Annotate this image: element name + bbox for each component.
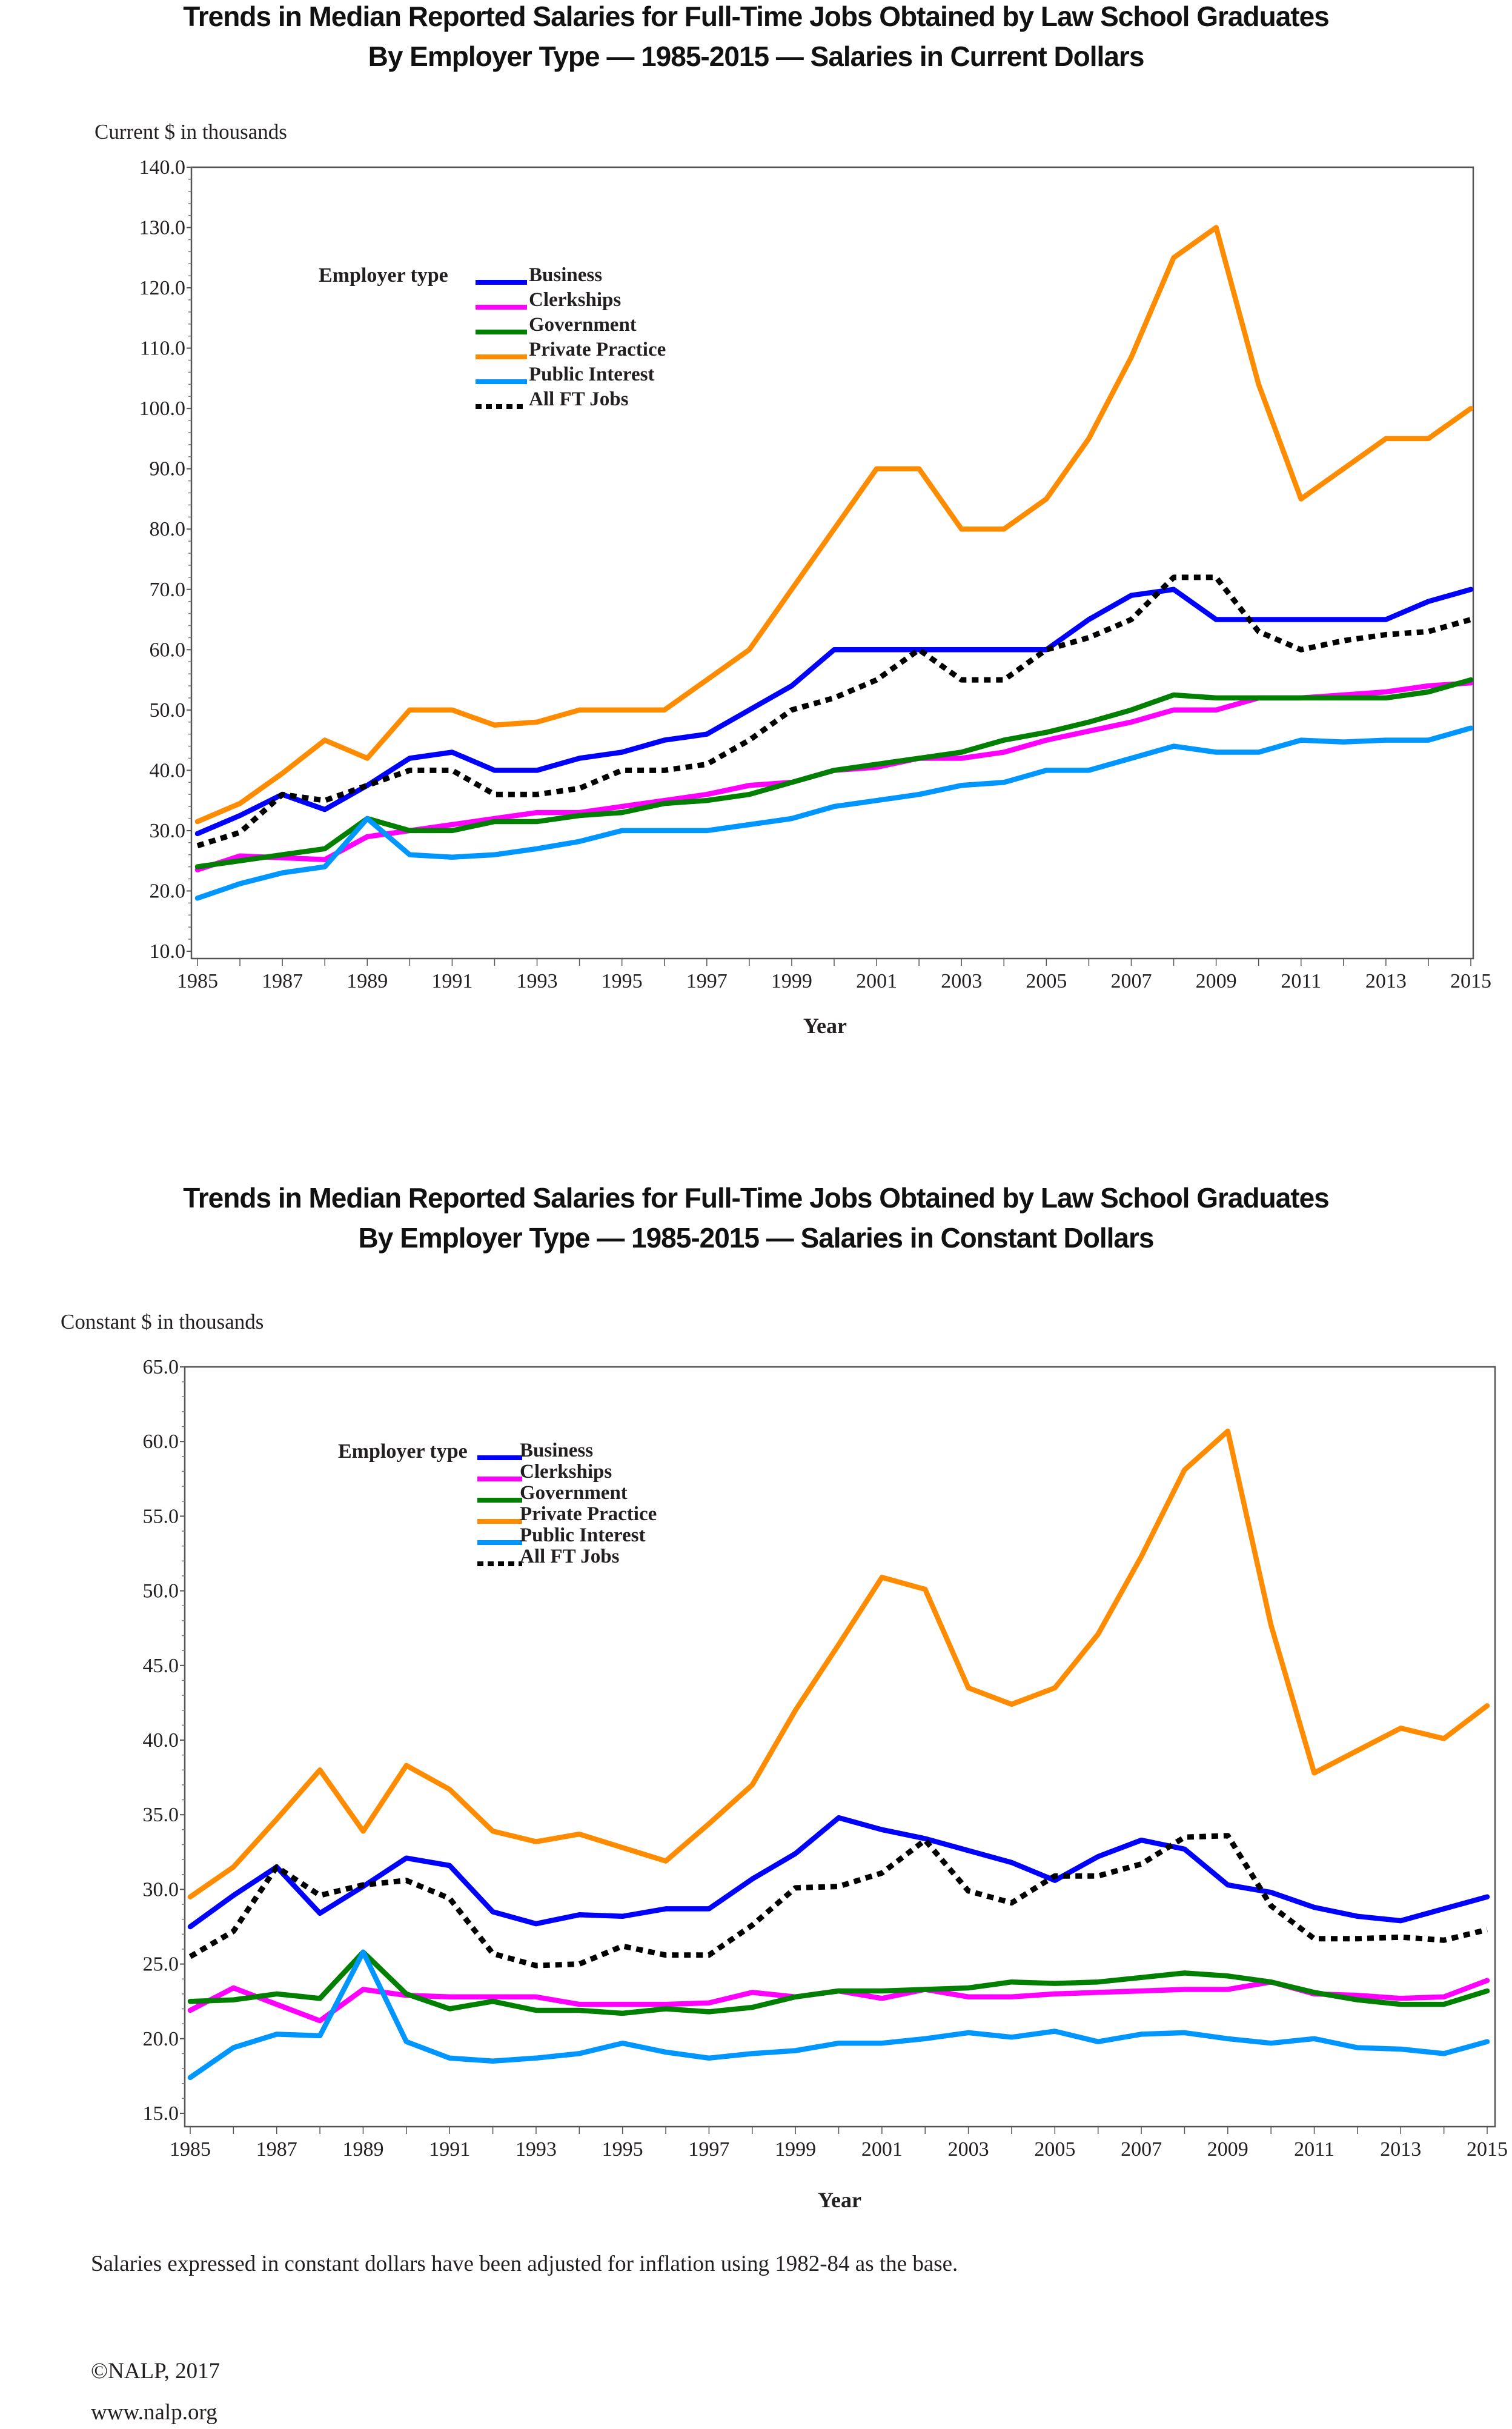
legend-title: Employer type [338,1440,468,1463]
chart2-title-line1: Trends in Median Reported Salaries for F… [183,1182,1330,1214]
x-tick-label: 1999 [771,970,812,992]
x-tick-label: 2009 [1196,970,1237,992]
x-tick-label: 2013 [1365,970,1407,992]
x-tick-label: 1995 [602,2138,643,2161]
y-tick-label: 120.0 [139,277,186,299]
y-tick-label: 100.0 [139,397,186,420]
x-tick-label: 2011 [1281,970,1321,992]
y-tick-label: 140.0 [139,156,186,179]
x-tick-label: 1991 [431,970,472,992]
series-line-all-ft-jobs [188,1833,1488,1969]
x-tick-label: 1991 [429,2138,470,2161]
y-tick-label: 10.0 [150,940,186,963]
plot-frame [184,1366,1496,2128]
x-tick-label: 1997 [688,2138,729,2161]
series-line-public-interest [187,1949,1490,2081]
x-tick-label: 2009 [1207,2138,1248,2161]
chart1-plot: 10.0 20.0 30.0 40.0 50.0 60.0 70.0 80.0 90.0 100.… [139,156,1492,992]
y-tick-label: 110.0 [140,337,185,360]
legend-label: Private Practice [529,339,666,361]
series-line-public-interest [194,725,1474,901]
plot-frame [190,166,1474,960]
x-tick-label: 1989 [346,970,388,992]
y-tick-label: 30.0 [150,820,186,842]
x-tick-label: 1985 [170,2138,211,2161]
legend-label: Public Interest [529,364,654,385]
y-tick-label: 65.0 [143,1356,179,1378]
x-tick-label: 1987 [256,2138,297,2161]
x-tick-label: 2001 [856,970,897,992]
legend-label: Clerkships [520,1461,612,1483]
legend-label: All FT Jobs [529,388,629,410]
x-tick-label: 2011 [1294,2138,1335,2161]
chart2-title-line2: By Employer Type — 1985-2015 — Salaries … [358,1222,1154,1254]
x-tick-label: 1987 [262,970,303,992]
x-tick-label: 1999 [775,2138,816,2161]
y-tick-label: 35.0 [143,1804,179,1826]
chart2-plot: 15.0 20.0 25.0 30.0 35.0 40.0 45.0 50.0 55.0 60.0… [143,1356,1508,2161]
y-tick-label: 60.0 [143,1430,179,1453]
legend-label: Public Interest [520,1524,645,1546]
chart1-y-axis-label: Current $ in thousands [94,120,287,144]
x-tick-label: 2015 [1467,2138,1508,2161]
x-tick-label: 2001 [861,2138,903,2161]
legend-label: All FT Jobs [520,1546,620,1567]
legend-label: Clerkships [529,289,621,311]
y-tick-label: 55.0 [143,1505,179,1527]
series-line-private-practice [187,1428,1490,1899]
y-tick-label: 80.0 [150,518,186,540]
legend-title: Employer type [319,264,448,287]
series-line-government [187,1949,1490,2016]
y-tick-label: 20.0 [150,880,186,902]
x-tick-label: 2003 [941,970,982,992]
chart1-x-axis-label: Year [803,1014,847,1038]
y-tick-label: 40.0 [143,1729,179,1752]
series-line-business [187,1815,1490,1930]
x-tick-label: 1985 [177,970,218,992]
series-line-business [194,586,1474,837]
y-tick-label: 20.0 [143,2028,179,2050]
x-tick-label: 2007 [1110,970,1152,992]
copyright-notice: ©NALP, 2017 [91,2359,220,2384]
inflation-footnote: Salaries expressed in constant dollars h… [91,2251,958,2276]
y-tick-label: 40.0 [150,759,186,782]
legend-label: Business [529,264,602,286]
x-tick-label: 2007 [1121,2138,1162,2161]
y-tick-label: 30.0 [143,1878,179,1901]
y-tick-label: 60.0 [150,639,186,661]
chart2-x-axis-label: Year [818,2188,861,2212]
legend-label: Government [529,314,637,336]
series-line-private-practice [194,225,1474,825]
chart1-title-line2: By Employer Type — 1985-2015 — Salaries … [368,41,1145,72]
y-tick-label: 130.0 [139,217,186,239]
y-tick-label: 25.0 [143,1953,179,1976]
series-line-government [194,677,1474,869]
website-link[interactable]: www.nalp.org [91,2400,217,2425]
legend-label: Business [520,1440,593,1461]
legend-label: Private Practice [520,1503,657,1525]
chart1-title-line1: Trends in Median Reported Salaries for F… [183,1,1330,32]
chart2-y-axis-label: Constant $ in thousands [61,1310,264,1334]
series-line-all-ft-jobs [196,574,1472,849]
x-tick-label: 2005 [1034,2138,1075,2161]
x-tick-label: 1997 [686,970,728,992]
y-tick-label: 90.0 [150,458,186,480]
x-tick-label: 2015 [1450,970,1491,992]
x-tick-label: 1995 [602,970,643,992]
x-tick-label: 2013 [1380,2138,1421,2161]
legend-label: Government [520,1482,628,1504]
y-tick-label: 15.0 [143,2102,179,2125]
y-tick-label: 50.0 [143,1580,179,1603]
y-tick-label: 45.0 [143,1655,179,1677]
x-tick-label: 1993 [516,2138,557,2161]
x-tick-label: 2003 [948,2138,989,2161]
y-tick-label: 70.0 [150,579,186,601]
x-tick-label: 1993 [517,970,558,992]
x-tick-label: 1989 [342,2138,383,2161]
x-tick-label: 2005 [1026,970,1067,992]
y-tick-label: 50.0 [150,699,186,722]
